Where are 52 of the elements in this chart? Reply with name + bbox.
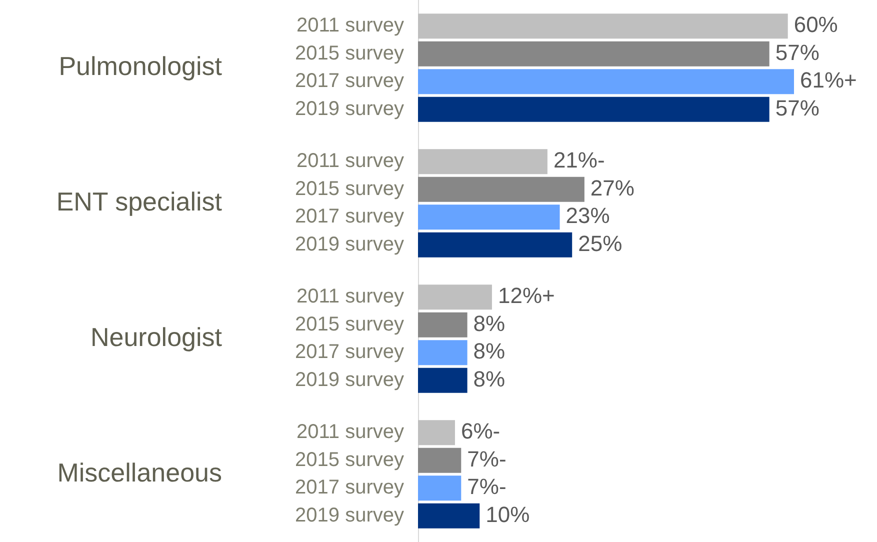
bar: [418, 448, 462, 473]
text: 2015 survey: [295, 313, 404, 336]
bar: [418, 368, 468, 393]
bar: [418, 176, 584, 202]
data-label: 7%-: [467, 474, 506, 500]
y-tick-label: Miscellaneous: [57, 457, 222, 488]
bar: [418, 476, 462, 501]
bar: [418, 503, 480, 528]
bar: [418, 69, 794, 94]
bar: [418, 41, 770, 66]
data-label: 8%: [473, 310, 506, 336]
bar: [418, 232, 572, 258]
text: 2015 survey: [295, 178, 404, 200]
text: 2011 survey: [296, 421, 404, 444]
data-label: 12%+: [498, 283, 555, 308]
data-label: 7%-: [467, 446, 506, 472]
data-label: 8%: [473, 338, 506, 364]
data-label: 27%: [590, 175, 634, 200]
bar: [418, 149, 548, 174]
series-label: 2017 survey: [295, 70, 404, 92]
data-label: 21%-: [553, 148, 605, 173]
data-label: 23%: [566, 203, 610, 228]
data-label: 25%: [578, 230, 622, 256]
bar: [418, 312, 468, 338]
data-label: 60%: [794, 12, 838, 38]
text: 2019 survey: [295, 504, 404, 526]
bar: [418, 204, 560, 230]
bar: [418, 284, 492, 310]
data-label: 57%: [775, 95, 820, 120]
data-label: 61%+: [800, 68, 857, 93]
text: 2011 survey: [296, 150, 404, 172]
y-tick-label: Pulmonologist: [58, 50, 223, 81]
data-label: 6%-: [460, 418, 500, 444]
text: 2017 survey: [295, 341, 404, 364]
data-label: 57%: [775, 40, 820, 65]
bar: [418, 340, 468, 366]
bar: [418, 420, 455, 446]
text: 2019 survey: [295, 233, 404, 256]
data-label: 10%: [486, 502, 530, 527]
y-tick-label: Neurologist: [90, 322, 223, 352]
text: 2017 survey: [295, 476, 404, 499]
text: 2019 survey: [295, 368, 404, 391]
y-tick-label: ENT specialist: [56, 186, 223, 216]
bar: [418, 14, 788, 39]
data-label: 8%: [473, 366, 506, 392]
text: 2017 survey: [295, 206, 404, 228]
text: 2015 survey: [295, 448, 404, 471]
text: 2011 survey: [296, 286, 404, 308]
series-label: 2011 survey: [296, 14, 404, 37]
bar: [418, 96, 770, 122]
series-label: 2019 survey: [295, 98, 404, 120]
series-label: 2015 survey: [295, 42, 404, 64]
